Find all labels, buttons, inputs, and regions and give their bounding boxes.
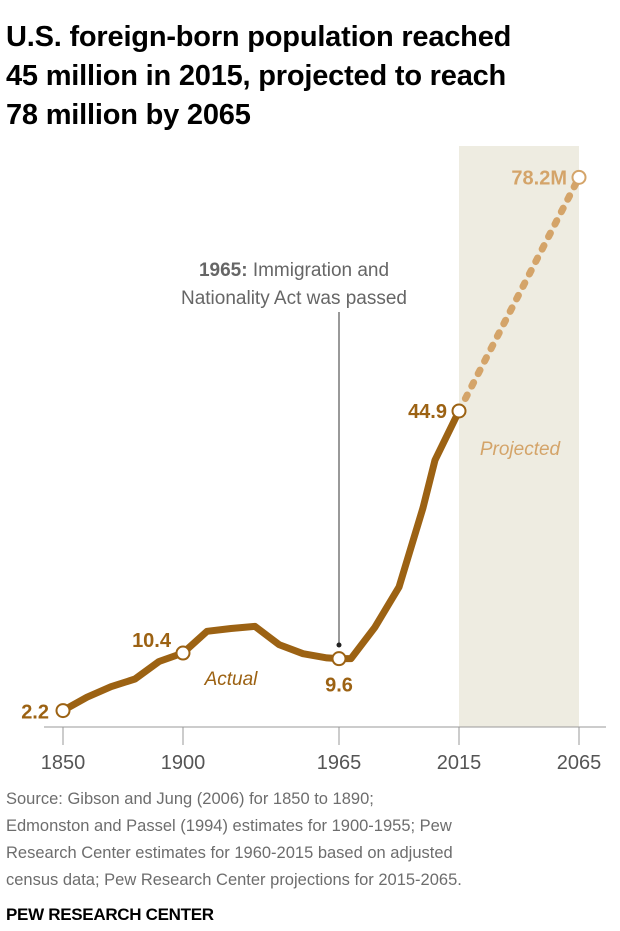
- title-line: U.S. foreign-born population reached: [6, 21, 512, 53]
- point-label-2015: 44.9: [408, 401, 447, 423]
- series-projected-line: [455, 173, 583, 415]
- x-ticks: 1850 1900 1965 2015 2065: [41, 727, 602, 774]
- point-marker-2065: [571, 169, 587, 185]
- x-tick-label: 1900: [161, 752, 206, 774]
- point-label-2065: 78.2M: [511, 167, 567, 189]
- series-actual-line: [59, 407, 463, 715]
- annotation-1965: 1965: Immigration and Nationality Act wa…: [181, 260, 407, 648]
- point-marker-1965: [331, 651, 347, 667]
- point-labels: 2.2 10.4 9.6 44.9 78.2M: [21, 167, 567, 723]
- annotation-rest: Immigration and: [248, 260, 390, 281]
- title-line: 78 million by 2065: [6, 99, 251, 131]
- annotation-bold: 1965:: [199, 260, 248, 281]
- chart-title: U.S. foreign-born population reached 45 …: [6, 18, 606, 135]
- point-markers: [55, 169, 587, 719]
- series-label-projected: Projected: [480, 439, 562, 460]
- brand-logo-text: PEW RESEARCH CENTER: [6, 905, 214, 924]
- source-line: Source: Gibson and Jung (2006) for 1850 …: [6, 790, 374, 808]
- source-line: Edmonston and Passel (1994) estimates fo…: [6, 817, 452, 835]
- source-line: Research Center estimates for 1960-2015 …: [6, 844, 453, 862]
- x-tick-label: 2015: [437, 752, 482, 774]
- point-marker-1900: [175, 645, 191, 661]
- annotation-text-line-1: 1965: Immigration and: [199, 260, 389, 281]
- source-line: census data; Pew Research Center project…: [6, 871, 462, 889]
- x-tick-label: 1850: [41, 752, 86, 774]
- point-label-1850: 2.2: [21, 702, 49, 724]
- x-tick-label: 1965: [317, 752, 362, 774]
- series-label-actual: Actual: [204, 669, 259, 690]
- x-tick-label: 2065: [557, 752, 602, 774]
- title-line: 45 million in 2015, projected to reach: [6, 60, 507, 92]
- source-note: Source: Gibson and Jung (2006) for 1850 …: [6, 786, 616, 894]
- point-label-1900: 10.4: [132, 630, 172, 652]
- point-marker-1850: [55, 703, 71, 719]
- annotation-text-line-2: Nationality Act was passed: [181, 288, 407, 309]
- annotation-dot: [336, 642, 342, 648]
- projected-band: [459, 146, 579, 727]
- point-marker-2015: [451, 403, 467, 419]
- point-label-1965: 9.6: [325, 675, 353, 697]
- line-chart: 1850 1900 1965 2015 2065 1965: Immigration a…: [21, 146, 606, 774]
